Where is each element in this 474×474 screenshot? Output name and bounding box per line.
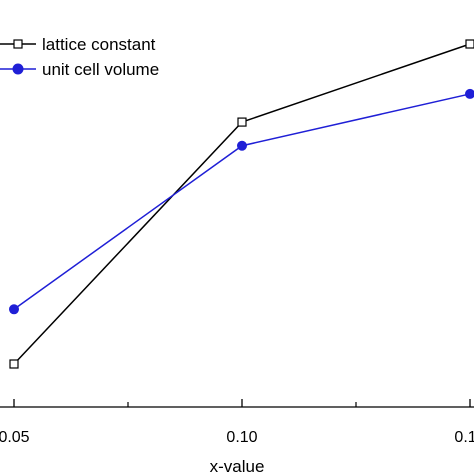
series-layer xyxy=(9,39,474,369)
data-point xyxy=(9,304,19,315)
legend-item: lattice constant xyxy=(0,35,156,54)
data-point xyxy=(465,39,474,49)
x-tick-label: 0.05 xyxy=(0,429,30,446)
legend: lattice constant unit cell volume xyxy=(0,35,159,79)
legend-marker xyxy=(12,63,24,75)
data-point xyxy=(237,117,247,127)
data-point xyxy=(9,359,19,369)
x-tick-label: 0.15 xyxy=(454,429,474,446)
data-point xyxy=(465,88,474,99)
series-1 xyxy=(9,88,474,315)
legend-marker xyxy=(13,39,23,49)
data-point xyxy=(237,140,247,151)
x-axis-label: x-value xyxy=(210,457,265,474)
legend-item: unit cell volume xyxy=(0,60,159,79)
axes: 0.05 0.10 0.15 xyxy=(0,399,474,446)
series-0 xyxy=(9,39,474,369)
series-line xyxy=(13,43,471,365)
legend-label: unit cell volume xyxy=(42,60,159,79)
x-tick-label: 0.10 xyxy=(226,429,257,446)
legend-label: lattice constant xyxy=(42,35,156,54)
